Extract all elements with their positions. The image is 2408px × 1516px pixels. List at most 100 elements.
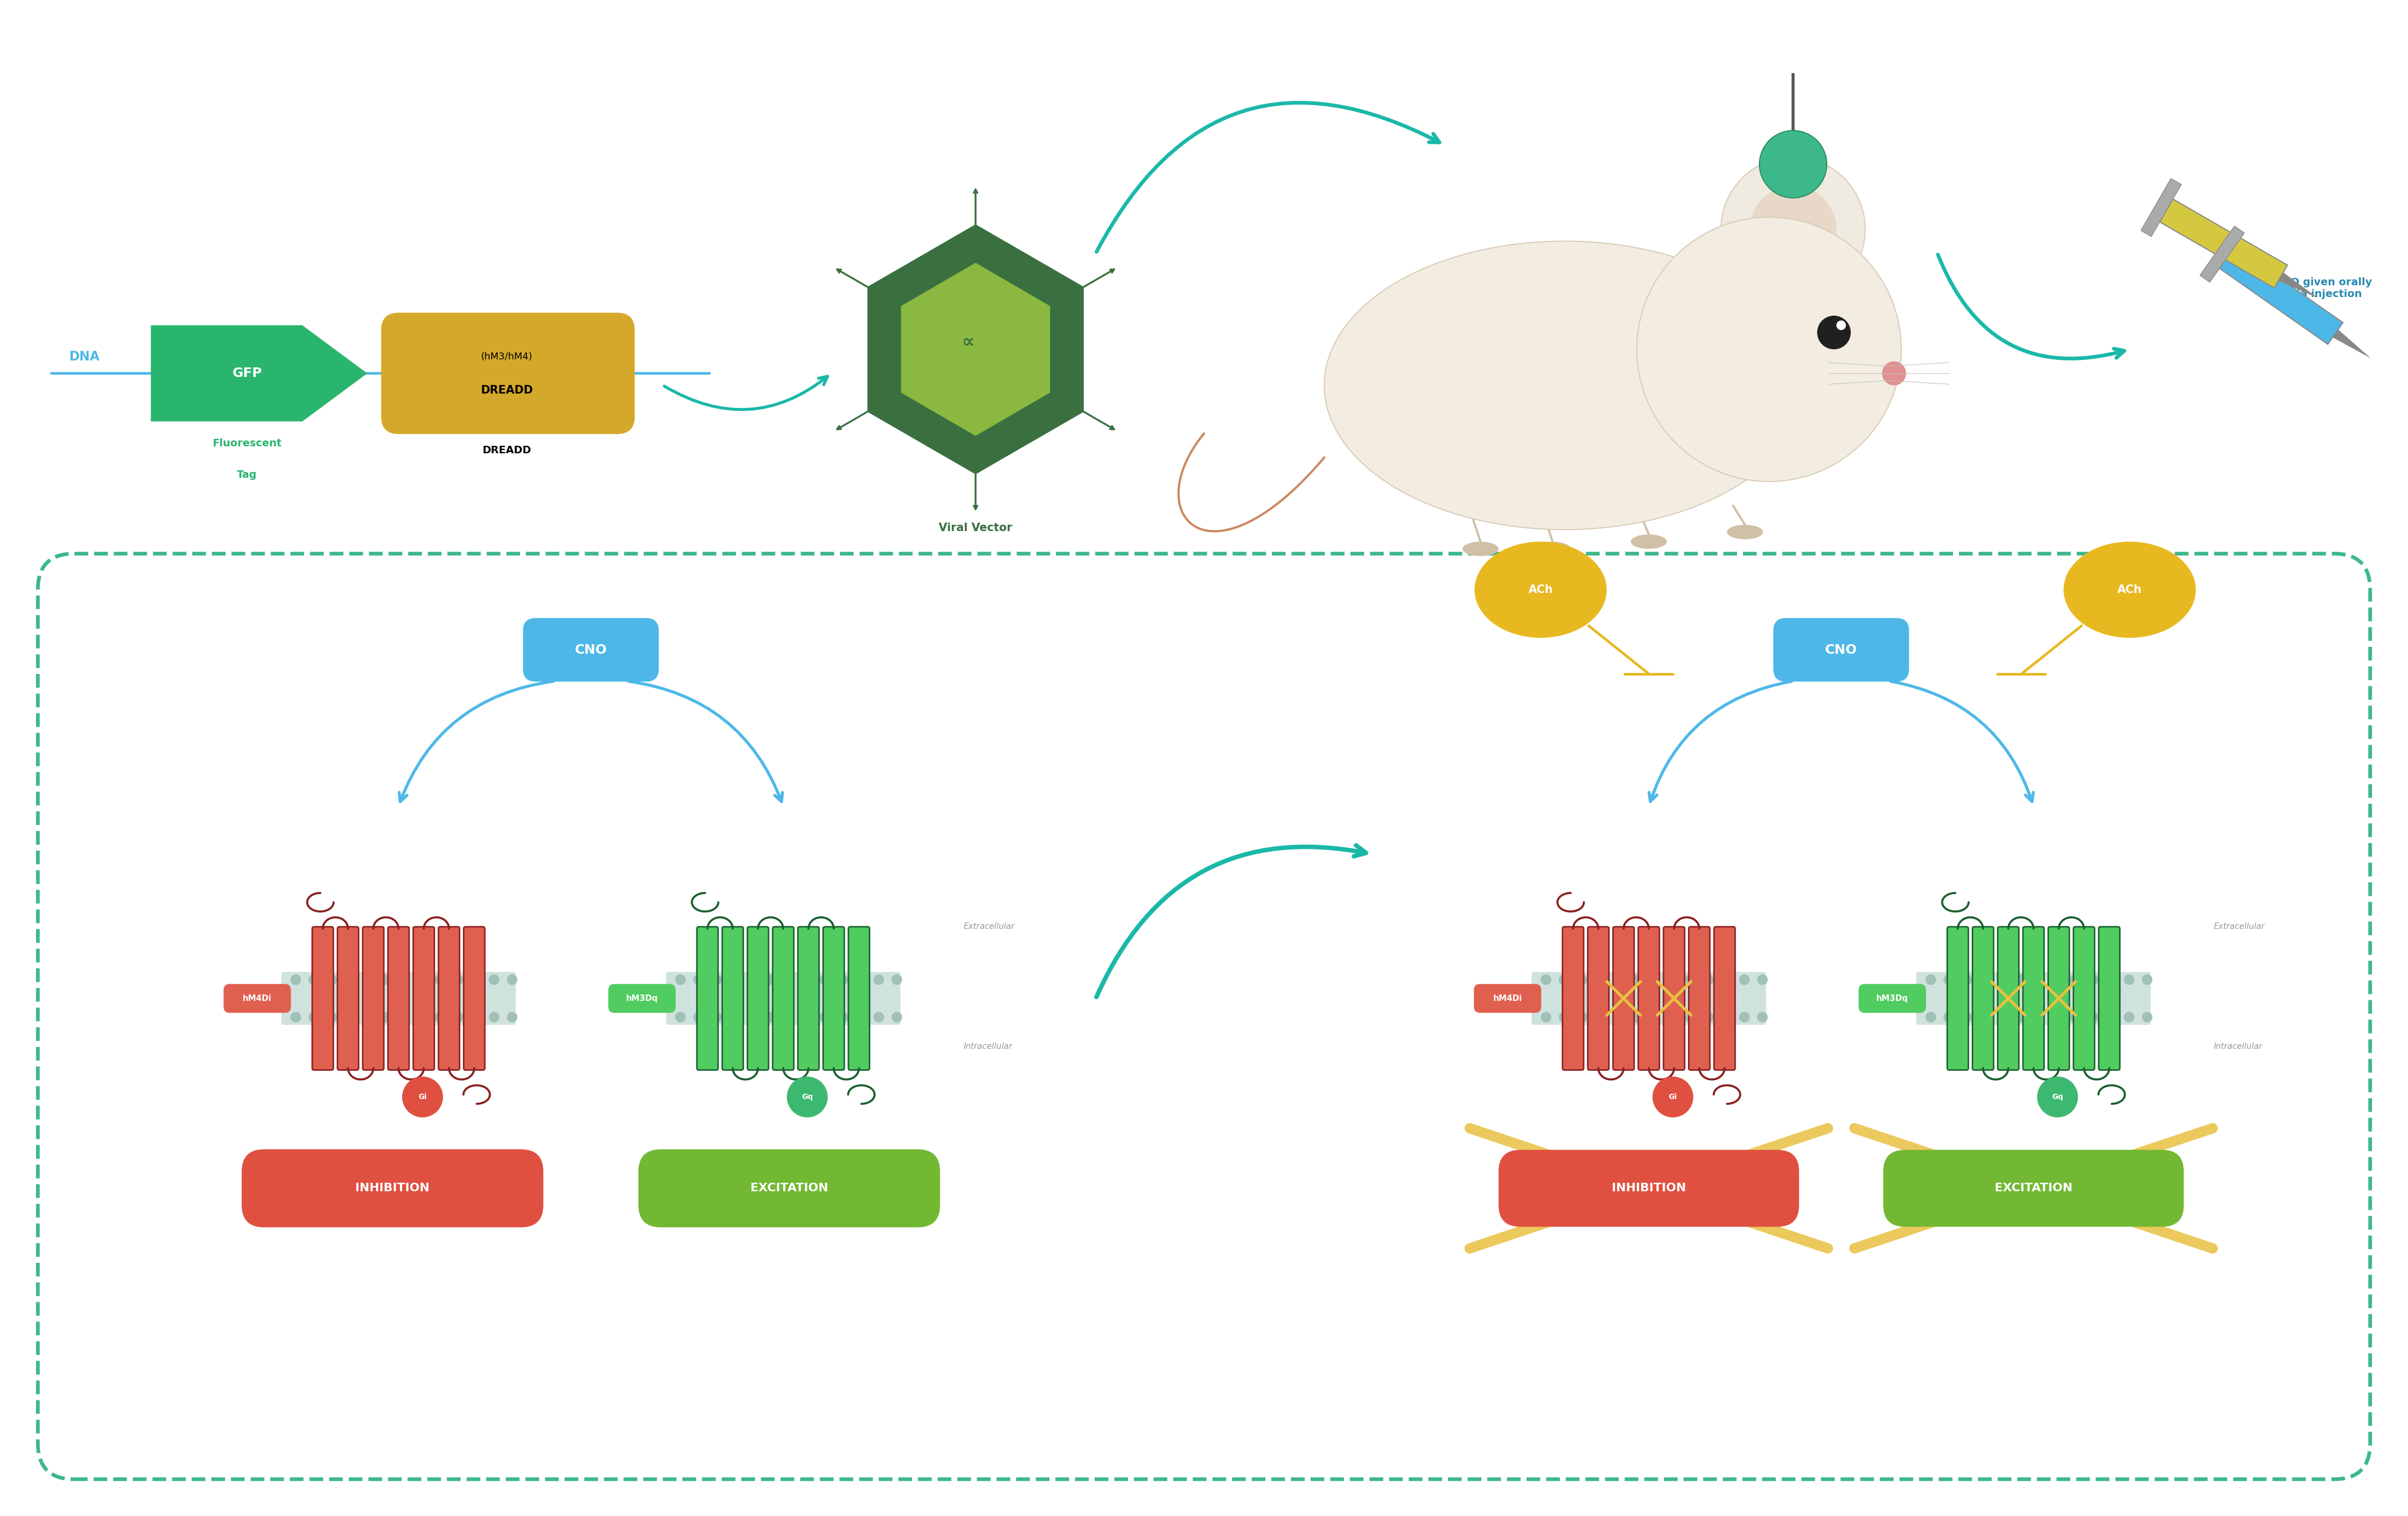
FancyBboxPatch shape: [746, 926, 768, 1070]
FancyBboxPatch shape: [1883, 1149, 2184, 1226]
Circle shape: [730, 1011, 739, 1022]
Circle shape: [291, 1011, 301, 1022]
FancyBboxPatch shape: [773, 926, 795, 1070]
Text: Gq: Gq: [802, 1093, 814, 1101]
Ellipse shape: [1462, 541, 1498, 556]
FancyBboxPatch shape: [1498, 1149, 1799, 1226]
Circle shape: [1577, 975, 1587, 985]
Circle shape: [1758, 1011, 1767, 1022]
Circle shape: [400, 975, 409, 985]
Circle shape: [2015, 1011, 2025, 1022]
Circle shape: [1963, 975, 1972, 985]
Polygon shape: [152, 326, 368, 421]
FancyArrowPatch shape: [1649, 681, 1792, 802]
Circle shape: [674, 975, 686, 985]
Circle shape: [1926, 975, 1936, 985]
FancyBboxPatch shape: [1948, 926, 1967, 1070]
Circle shape: [2141, 975, 2153, 985]
FancyBboxPatch shape: [2023, 926, 2044, 1070]
Ellipse shape: [1727, 525, 1763, 540]
FancyBboxPatch shape: [313, 926, 332, 1070]
FancyArrowPatch shape: [1938, 255, 2124, 358]
Circle shape: [1739, 1011, 1751, 1022]
Text: DREADD: DREADD: [482, 446, 532, 456]
FancyBboxPatch shape: [1859, 984, 1926, 1013]
Circle shape: [472, 975, 482, 985]
Circle shape: [1943, 1011, 1953, 1022]
FancyBboxPatch shape: [638, 1149, 939, 1226]
Ellipse shape: [1324, 241, 1806, 529]
FancyBboxPatch shape: [282, 972, 515, 1025]
Circle shape: [364, 975, 373, 985]
Circle shape: [855, 975, 867, 985]
FancyBboxPatch shape: [1531, 972, 1765, 1025]
FancyBboxPatch shape: [1714, 926, 1736, 1070]
Circle shape: [1758, 975, 1767, 985]
Text: DREADD: DREADD: [482, 385, 532, 396]
Circle shape: [710, 975, 722, 985]
FancyBboxPatch shape: [667, 972, 901, 1025]
Polygon shape: [2141, 179, 2182, 236]
FancyBboxPatch shape: [364, 926, 383, 1070]
Circle shape: [1613, 975, 1623, 985]
Circle shape: [2035, 975, 2044, 985]
Circle shape: [1558, 1011, 1570, 1022]
Circle shape: [783, 1011, 795, 1022]
Circle shape: [2015, 975, 2025, 985]
Text: Gq: Gq: [2052, 1093, 2064, 1101]
FancyBboxPatch shape: [824, 926, 845, 1070]
Circle shape: [1541, 1011, 1551, 1022]
Circle shape: [1666, 975, 1678, 985]
Circle shape: [1558, 975, 1570, 985]
Circle shape: [1577, 1011, 1587, 1022]
FancyArrowPatch shape: [1890, 681, 2032, 802]
Circle shape: [710, 1011, 722, 1022]
Text: ∝: ∝: [963, 334, 975, 350]
FancyArrowPatch shape: [1096, 103, 1440, 252]
Text: (hM3/hM4): (hM3/hM4): [482, 352, 532, 361]
Text: hM3Dq: hM3Dq: [626, 994, 657, 1002]
Text: GFP: GFP: [231, 367, 262, 381]
Circle shape: [364, 1011, 373, 1022]
Circle shape: [344, 975, 354, 985]
Circle shape: [674, 1011, 686, 1022]
FancyBboxPatch shape: [2073, 926, 2095, 1070]
FancyBboxPatch shape: [696, 926, 718, 1070]
Ellipse shape: [1630, 535, 1666, 549]
FancyBboxPatch shape: [388, 926, 409, 1070]
Circle shape: [2105, 975, 2117, 985]
Circle shape: [1637, 217, 1902, 482]
Circle shape: [417, 975, 426, 985]
Circle shape: [1979, 975, 1989, 985]
Circle shape: [1739, 975, 1751, 985]
Circle shape: [380, 1011, 390, 1022]
Circle shape: [819, 975, 831, 985]
Circle shape: [436, 975, 445, 985]
Circle shape: [380, 975, 390, 985]
Polygon shape: [2278, 273, 2319, 299]
Ellipse shape: [1474, 541, 1606, 638]
Circle shape: [308, 975, 318, 985]
Text: INHIBITION: INHIBITION: [356, 1182, 429, 1193]
Circle shape: [1649, 975, 1659, 985]
Polygon shape: [2220, 247, 2343, 344]
Circle shape: [1883, 361, 1907, 385]
FancyBboxPatch shape: [722, 926, 744, 1070]
FancyBboxPatch shape: [438, 926, 460, 1070]
Ellipse shape: [2064, 541, 2196, 638]
Circle shape: [1702, 975, 1714, 985]
Circle shape: [746, 1011, 759, 1022]
Circle shape: [2124, 975, 2133, 985]
FancyBboxPatch shape: [1563, 926, 1584, 1070]
Circle shape: [1979, 1011, 1989, 1022]
Text: INHIBITION: INHIBITION: [1611, 1182, 1686, 1193]
Circle shape: [2088, 975, 2097, 985]
Circle shape: [730, 975, 739, 985]
Circle shape: [506, 1011, 518, 1022]
FancyArrowPatch shape: [665, 376, 828, 409]
Circle shape: [766, 975, 775, 985]
Circle shape: [1722, 975, 1731, 985]
Text: DNA: DNA: [70, 350, 99, 362]
FancyBboxPatch shape: [1999, 926, 2018, 1070]
FancyBboxPatch shape: [1587, 926, 1609, 1070]
